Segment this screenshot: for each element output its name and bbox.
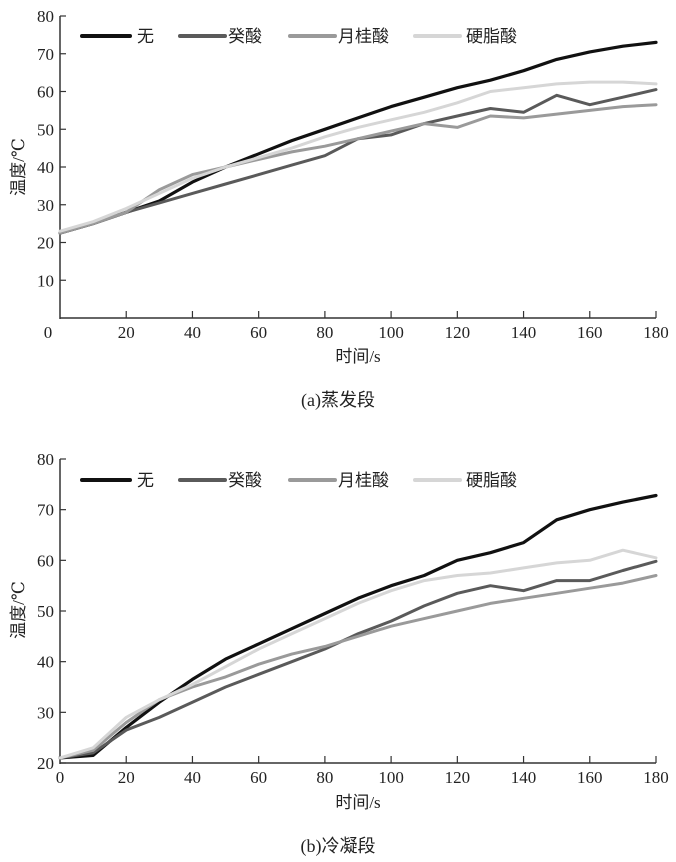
x-tick-label: 140 — [511, 323, 537, 342]
y-tick-label: 60 — [37, 551, 54, 570]
x-tick-label: 180 — [643, 768, 669, 787]
y-tick-label: 60 — [37, 83, 54, 102]
y-tick-label: 70 — [37, 45, 54, 64]
y-tick-label: 20 — [37, 754, 54, 773]
y-tick-label: 40 — [37, 653, 54, 672]
y-tick-label: 20 — [37, 234, 54, 253]
x-axis-label: 时间/s — [335, 793, 380, 812]
x-tick-label: 140 — [511, 768, 537, 787]
legend-label: 癸酸 — [228, 27, 262, 46]
x-tick-label: 100 — [378, 768, 404, 787]
x-tick-label: 60 — [250, 768, 267, 787]
chart-caption: (b)冷凝段 — [301, 836, 376, 857]
y-tick-label: 80 — [37, 450, 54, 469]
x-tick-label: 40 — [184, 768, 201, 787]
x-tick-label: 80 — [316, 323, 333, 342]
x-tick-label: 160 — [577, 323, 603, 342]
x-tick-label: 20 — [118, 768, 135, 787]
legend-label: 月桂酸 — [338, 27, 389, 46]
chart-caption: (a)蒸发段 — [301, 390, 375, 411]
legend-label: 硬脂酸 — [466, 27, 517, 46]
legend-label: 硬脂酸 — [466, 471, 517, 490]
y-axis-label: 温度/℃ — [9, 581, 28, 639]
x-axis-label: 时间/s — [335, 347, 380, 366]
series-line-1 — [58, 40, 658, 235]
series-line-3 — [58, 103, 658, 235]
legend-label: 月桂酸 — [338, 471, 389, 490]
y-tick-label: 40 — [37, 158, 54, 177]
y-tick-label: 50 — [37, 602, 54, 621]
series-line-2 — [58, 88, 658, 235]
x-tick-label: 60 — [250, 323, 267, 342]
legend-label: 无 — [137, 27, 154, 46]
series-line-1 — [58, 493, 658, 760]
y-tick-label: 50 — [37, 120, 54, 139]
y-tick-label: 80 — [37, 7, 54, 26]
y-tick-label: 10 — [37, 271, 54, 290]
chart-a: 10 20 30 40 50 60 70 80 0 20 40 60 80 100 120 140 160 180… — [9, 7, 669, 411]
x-tick-label: 180 — [643, 323, 669, 342]
x-tick-label: 40 — [184, 323, 201, 342]
x-tick-label: 0 — [44, 323, 53, 342]
y-tick-label: 30 — [37, 196, 54, 215]
x-tick-label: 0 — [56, 768, 65, 787]
x-tick-label: 80 — [316, 768, 333, 787]
x-tick-label: 100 — [378, 323, 404, 342]
x-tick-label: 160 — [577, 768, 603, 787]
legend-label: 癸酸 — [228, 471, 262, 490]
legend-label: 无 — [137, 471, 154, 490]
series-line-2 — [58, 559, 658, 760]
series-line-4 — [58, 548, 658, 760]
x-tick-label: 120 — [445, 768, 471, 787]
y-tick-label: 70 — [37, 501, 54, 520]
y-tick-label: 30 — [37, 703, 54, 722]
x-tick-label: 20 — [118, 323, 135, 342]
y-axis-label: 温度/℃ — [9, 138, 28, 196]
series-line-4 — [58, 80, 658, 233]
x-tick-label: 120 — [445, 323, 471, 342]
